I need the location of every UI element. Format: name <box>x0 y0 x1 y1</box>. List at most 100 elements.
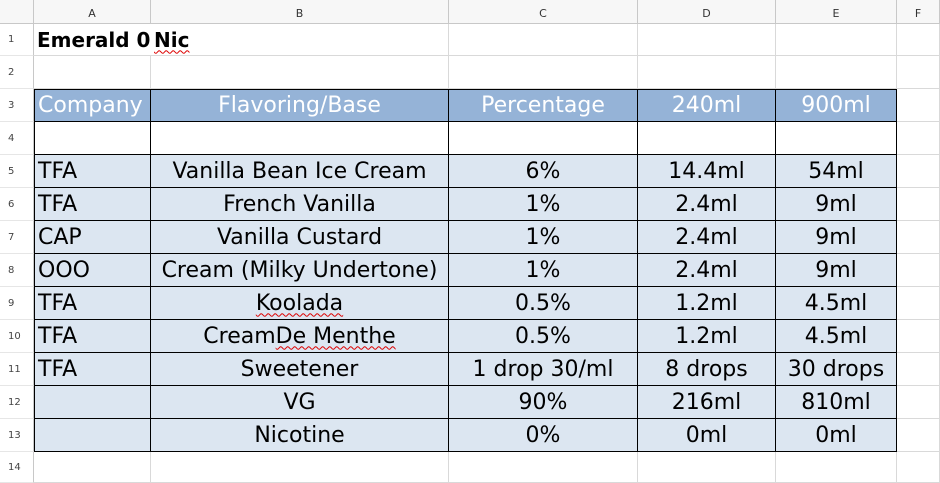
data-cell-r2-c5[interactable]: 9ml <box>776 188 897 221</box>
row-header-11[interactable]: 11 <box>0 353 34 386</box>
data-cell-r4-c3[interactable]: 1% <box>449 254 638 287</box>
header-4[interactable]: 240ml <box>638 89 776 122</box>
data-cell-r4-c5[interactable]: 9ml <box>776 254 897 287</box>
cell-b14[interactable] <box>151 452 449 483</box>
row-header-4[interactable]: 4 <box>0 122 34 155</box>
data-cell-r7-c3[interactable]: 1 drop 30/ml <box>449 353 638 386</box>
data-cell-r7-c1[interactable]: TFA <box>34 353 151 386</box>
column-header-a[interactable]: A <box>34 0 151 24</box>
data-cell-r3-c4[interactable]: 2.4ml <box>638 221 776 254</box>
data-cell-r7-c2[interactable]: Sweetener <box>151 353 449 386</box>
data-cell-r6-c4[interactable]: 1.2ml <box>638 320 776 353</box>
data-cell-r6-c5[interactable]: 4.5ml <box>776 320 897 353</box>
cell-f7[interactable] <box>897 221 940 254</box>
cell-f5[interactable] <box>897 155 940 188</box>
cell-c1[interactable] <box>449 24 638 56</box>
row-header-2[interactable]: 2 <box>0 56 34 89</box>
cell-d2[interactable] <box>638 56 776 89</box>
cell-f4[interactable] <box>897 122 940 155</box>
data-cell-r4-c4[interactable]: 2.4ml <box>638 254 776 287</box>
header-3[interactable]: Percentage <box>449 89 638 122</box>
row-header-8[interactable]: 8 <box>0 254 34 287</box>
data-cell-r1-c4[interactable]: 14.4ml <box>638 155 776 188</box>
row-header-5[interactable]: 5 <box>0 155 34 188</box>
data-cell-r3-c3[interactable]: 1% <box>449 221 638 254</box>
cell-e14[interactable] <box>776 452 897 483</box>
cell-e2[interactable] <box>776 56 897 89</box>
data-cell-r9-c3[interactable]: 0% <box>449 419 638 452</box>
data-cell-r5-c4[interactable]: 1.2ml <box>638 287 776 320</box>
row-header-7[interactable]: 7 <box>0 221 34 254</box>
cell-f2[interactable] <box>897 56 940 89</box>
data-cell-r2-c1[interactable]: TFA <box>34 188 151 221</box>
cell-e1[interactable] <box>776 24 897 56</box>
cell-c14[interactable] <box>449 452 638 483</box>
cell-a14[interactable] <box>34 452 151 483</box>
row-header-3[interactable]: 3 <box>0 89 34 122</box>
data-cell-r3-c5[interactable]: 9ml <box>776 221 897 254</box>
blank-row-cell-1[interactable] <box>34 122 151 155</box>
cell-f3[interactable] <box>897 89 940 122</box>
data-cell-r7-c4[interactable]: 8 drops <box>638 353 776 386</box>
column-header-d[interactable]: D <box>638 0 776 24</box>
row-header-13[interactable]: 13 <box>0 419 34 452</box>
data-cell-r8-c4[interactable]: 216ml <box>638 386 776 419</box>
cell-f12[interactable] <box>897 386 940 419</box>
data-cell-r2-c4[interactable]: 2.4ml <box>638 188 776 221</box>
row-header-1[interactable]: 1 <box>0 24 34 56</box>
cell-c2[interactable] <box>449 56 638 89</box>
data-cell-r9-c1[interactable] <box>34 419 151 452</box>
data-cell-r6-c3[interactable]: 0.5% <box>449 320 638 353</box>
data-cell-r9-c5[interactable]: 0ml <box>776 419 897 452</box>
cell-f10[interactable] <box>897 320 940 353</box>
data-cell-r8-c3[interactable]: 90% <box>449 386 638 419</box>
data-cell-r2-c3[interactable]: 1% <box>449 188 638 221</box>
cell-f14[interactable] <box>897 452 940 483</box>
cell-d14[interactable] <box>638 452 776 483</box>
data-cell-r9-c4[interactable]: 0ml <box>638 419 776 452</box>
data-cell-r3-c2[interactable]: Vanilla Custard <box>151 221 449 254</box>
data-cell-r1-c1[interactable]: TFA <box>34 155 151 188</box>
row-header-6[interactable]: 6 <box>0 188 34 221</box>
column-header-c[interactable]: C <box>449 0 638 24</box>
column-header-e[interactable]: E <box>776 0 897 24</box>
cell-f9[interactable] <box>897 287 940 320</box>
sheet-title[interactable]: Emerald 0 <box>34 24 151 56</box>
header-5[interactable]: 900ml <box>776 89 897 122</box>
cell-f8[interactable] <box>897 254 940 287</box>
data-cell-r5-c1[interactable]: TFA <box>34 287 151 320</box>
data-cell-r4-c1[interactable]: OOO <box>34 254 151 287</box>
data-cell-r3-c1[interactable]: CAP <box>34 221 151 254</box>
header-2[interactable]: Flavoring/Base <box>151 89 449 122</box>
cell-a2[interactable] <box>34 56 151 89</box>
data-cell-r6-c1[interactable]: TFA <box>34 320 151 353</box>
column-header-f[interactable]: F <box>897 0 940 24</box>
data-cell-r5-c5[interactable]: 4.5ml <box>776 287 897 320</box>
select-all-corner[interactable] <box>0 0 34 24</box>
data-cell-r9-c2[interactable]: Nicotine <box>151 419 449 452</box>
sheet-title-suffix[interactable]: Nic <box>151 24 449 56</box>
data-cell-r1-c2[interactable]: Vanilla Bean Ice Cream <box>151 155 449 188</box>
row-header-10[interactable]: 10 <box>0 320 34 353</box>
column-header-b[interactable]: B <box>151 0 449 24</box>
data-cell-r8-c2[interactable]: VG <box>151 386 449 419</box>
row-header-14[interactable]: 14 <box>0 452 34 483</box>
data-cell-r8-c1[interactable] <box>34 386 151 419</box>
data-cell-r5-c3[interactable]: 0.5% <box>449 287 638 320</box>
row-header-9[interactable]: 9 <box>0 287 34 320</box>
cell-f11[interactable] <box>897 353 940 386</box>
data-cell-r7-c5[interactable]: 30 drops <box>776 353 897 386</box>
cell-f6[interactable] <box>897 188 940 221</box>
data-cell-r1-c5[interactable]: 54ml <box>776 155 897 188</box>
blank-row-cell-2[interactable] <box>151 122 449 155</box>
blank-row-cell-4[interactable] <box>638 122 776 155</box>
blank-row-cell-5[interactable] <box>776 122 897 155</box>
cell-d1[interactable] <box>638 24 776 56</box>
data-cell-r8-c5[interactable]: 810ml <box>776 386 897 419</box>
cell-f13[interactable] <box>897 419 940 452</box>
data-cell-r1-c3[interactable]: 6% <box>449 155 638 188</box>
data-cell-r4-c2[interactable]: Cream (Milky Undertone) <box>151 254 449 287</box>
data-cell-r5-c2[interactable]: Koolada <box>151 287 449 320</box>
blank-row-cell-3[interactable] <box>449 122 638 155</box>
data-cell-r2-c2[interactable]: French Vanilla <box>151 188 449 221</box>
